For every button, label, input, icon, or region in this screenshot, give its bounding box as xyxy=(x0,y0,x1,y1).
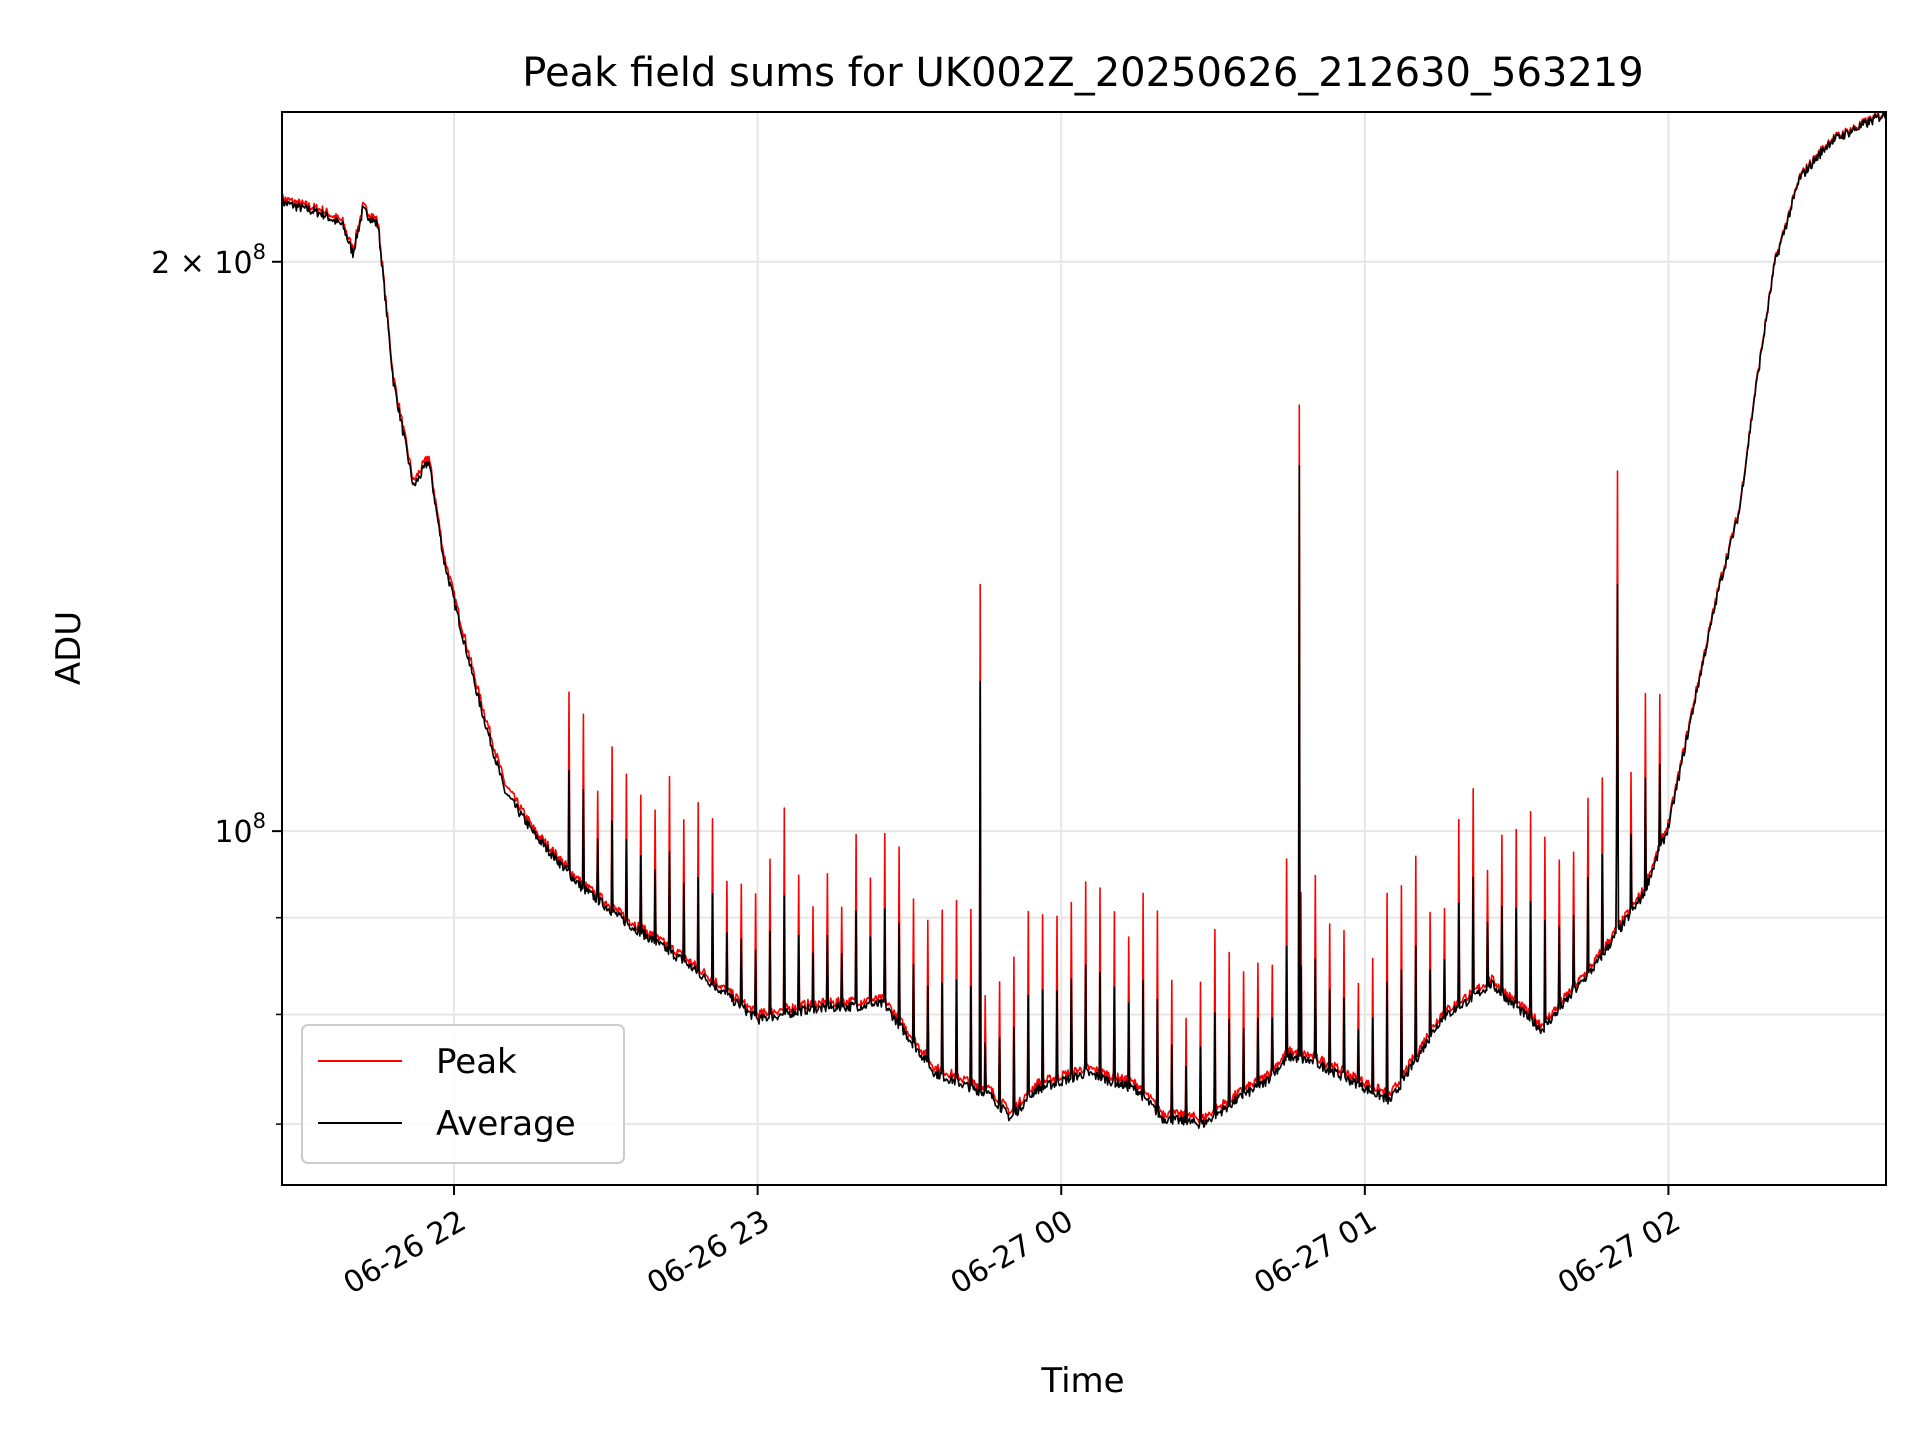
x-axis-label: Time xyxy=(1040,1361,1124,1401)
legend-box xyxy=(301,1024,625,1164)
y-tick-label: 108 xyxy=(214,809,266,850)
legend-label-average: Average xyxy=(436,1104,576,1144)
y-axis-label: ADU xyxy=(49,611,89,685)
y-tick-label: 2 × 108 xyxy=(151,240,266,281)
legend-label-peak: Peak xyxy=(436,1042,517,1082)
series-line-average xyxy=(282,112,1886,1129)
legend: Peak Average xyxy=(301,1024,625,1164)
plot-frame xyxy=(281,111,1887,1186)
series-layer xyxy=(282,112,1886,1129)
chart-title: Peak field sums for UK002Z_20250626_2126… xyxy=(522,50,1643,96)
y-axis: 2 × 108 108 xyxy=(151,240,282,1125)
